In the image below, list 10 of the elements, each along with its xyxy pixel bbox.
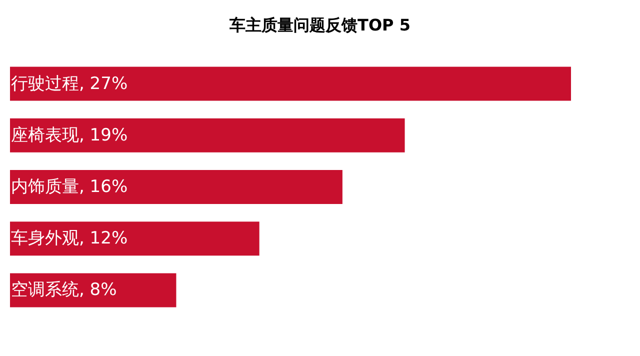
data-label: 内饰质量, 16% xyxy=(11,177,128,197)
bar xyxy=(10,118,405,152)
bar xyxy=(10,170,342,204)
data-label: 空调系统, 8% xyxy=(11,280,117,300)
data-label: 行驶过程, 27% xyxy=(11,74,128,94)
bar xyxy=(10,222,260,256)
chart-title: 车主质量问题反馈TOP 5 xyxy=(228,16,410,34)
bar xyxy=(10,66,571,101)
data-label: 车身外观, 12% xyxy=(11,228,128,249)
data-label: 座椅表现, 19% xyxy=(11,125,128,146)
